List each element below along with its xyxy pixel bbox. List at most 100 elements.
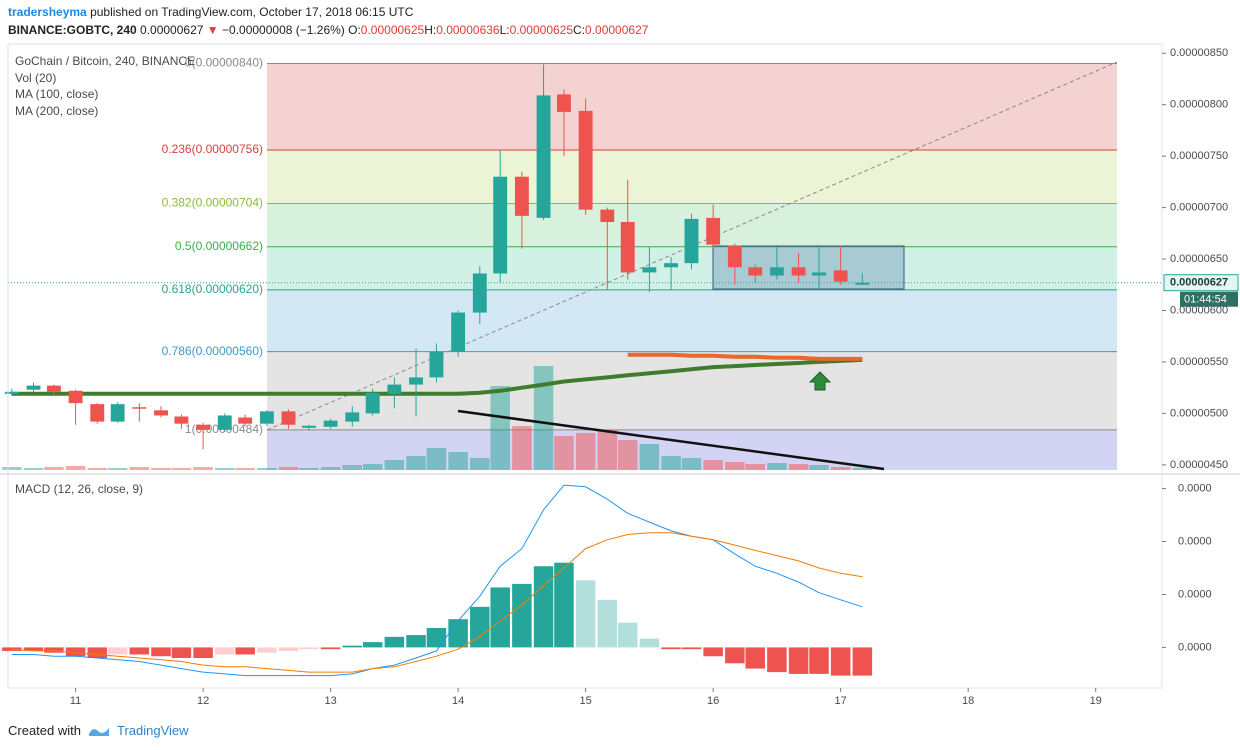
volume-bar <box>533 366 554 470</box>
arrow: ▼ <box>206 23 219 37</box>
countdown-label: 01:44:54 <box>1184 294 1227 306</box>
macd-histogram-bar <box>320 647 341 650</box>
candle-body <box>684 218 699 264</box>
published: published on TradingView.com, October 17… <box>90 5 414 19</box>
volume-bar <box>171 468 192 470</box>
fib-zone <box>267 149 1117 204</box>
volume-bar <box>554 436 574 470</box>
macd-histogram-bar <box>767 647 787 673</box>
macd-histogram-bar <box>617 622 638 648</box>
candle-body <box>281 411 296 425</box>
macd-histogram-bar <box>257 647 277 653</box>
x-tick-label: 14 <box>452 695 464 707</box>
header: tradersheyma published on TradingView.co… <box>8 3 648 39</box>
y-tick-label: 0.0000 <box>1178 641 1212 653</box>
candle-body <box>132 407 147 409</box>
candle-body <box>26 385 41 390</box>
legend-entry: MA (200, close) <box>15 104 98 118</box>
macd-histogram-bar <box>44 647 64 653</box>
header-line: BINANCE:GOBTC, 240 0.00000627 ▼ −0.00000… <box>8 21 648 39</box>
candle-body <box>217 415 232 430</box>
macd-histogram-bar <box>384 636 405 648</box>
fib-zone <box>267 289 1117 352</box>
x-tick-label: 19 <box>1090 695 1102 707</box>
volume-layer <box>2 366 873 470</box>
y-tick-label: 0.0000 <box>1178 588 1212 600</box>
volume-bar <box>426 448 447 470</box>
volume-bar <box>406 456 426 470</box>
legend-entry: Vol (20) <box>15 71 56 85</box>
symbol: BINANCE:GOBTC, 240 <box>8 23 137 37</box>
logo <box>88 727 109 736</box>
last-price-label: 0.00000627 <box>1170 277 1228 289</box>
y-tick-label: 0.0000 <box>1178 482 1212 494</box>
ohlc: O:0.00000625H:0.00000636L:0.00000625C:0.… <box>348 23 648 37</box>
macd-histogram-bar <box>342 645 363 648</box>
volume-bar <box>87 468 108 470</box>
trend-line <box>457 409 885 471</box>
candle-body <box>174 416 189 424</box>
last-price-box <box>1163 274 1239 292</box>
macd-histogram-bar <box>597 599 618 648</box>
candle-body <box>154 410 168 416</box>
macd-histogram-bar <box>406 635 426 648</box>
fib-zone <box>267 63 1117 150</box>
macd-histogram-bar <box>830 647 851 676</box>
x-tick-label: 11 <box>70 695 81 707</box>
volume-bar <box>299 468 319 470</box>
created-with: Created with <box>8 723 81 738</box>
candle-body <box>345 412 360 422</box>
macd-histogram-bar <box>512 583 532 648</box>
last: 0.00000627 <box>140 23 204 37</box>
volume-bar <box>809 465 829 470</box>
volume-bar <box>639 444 660 470</box>
ohlc-value: 0.00000625 <box>509 23 574 37</box>
candle-body <box>46 385 61 392</box>
volume-bar <box>490 386 510 470</box>
countdown-box <box>1180 291 1238 307</box>
candle-body <box>727 245 742 268</box>
macd-line <box>11 484 863 677</box>
volume-bar <box>320 467 341 470</box>
volume-bar <box>767 463 787 470</box>
y-tick-label: 0.00000800 <box>1170 99 1228 111</box>
candle-body <box>429 351 444 378</box>
volume-bar <box>384 460 405 470</box>
footer: Created with TradingView <box>8 723 189 738</box>
candle-body <box>791 267 806 276</box>
change: −0.00000008 (−1.26%) <box>222 23 345 37</box>
price-layer <box>4 64 1162 450</box>
y-tick-label: 0.00000550 <box>1170 356 1228 368</box>
candle-body <box>451 312 466 352</box>
macd-histogram-bar <box>745 647 765 669</box>
candle-body <box>196 424 211 430</box>
volume-bar <box>362 464 383 470</box>
macd-histogram-bar <box>87 647 108 658</box>
range-box <box>712 245 905 290</box>
plot-border <box>7 43 1163 689</box>
volume-bar <box>575 433 596 470</box>
candle-body <box>493 176 508 274</box>
macd-histogram-bar <box>533 566 554 648</box>
volume-bar <box>852 468 873 470</box>
volume-bar <box>44 467 64 470</box>
candle-body <box>110 404 125 422</box>
fib-label: 0.382(0.00000704) <box>162 196 263 210</box>
volume-bar <box>512 426 532 470</box>
candle-body <box>387 384 402 394</box>
macd-histogram-bar <box>852 647 873 676</box>
ohlc-value: 0.00000625 <box>360 23 425 37</box>
ohlc-label: O: <box>348 23 361 37</box>
candle-body <box>472 273 487 313</box>
candle-body <box>409 377 423 385</box>
volume-bar <box>597 430 618 470</box>
y-tick-label: 0.00000850 <box>1170 47 1228 59</box>
macd-histogram-bar <box>554 562 574 648</box>
macd-histogram-bar <box>215 647 235 655</box>
candle-body <box>68 390 83 404</box>
y-tick-label: 0.00000450 <box>1170 459 1228 471</box>
candle-body <box>642 267 657 273</box>
candle-body <box>600 209 615 222</box>
candle-body <box>238 417 253 424</box>
